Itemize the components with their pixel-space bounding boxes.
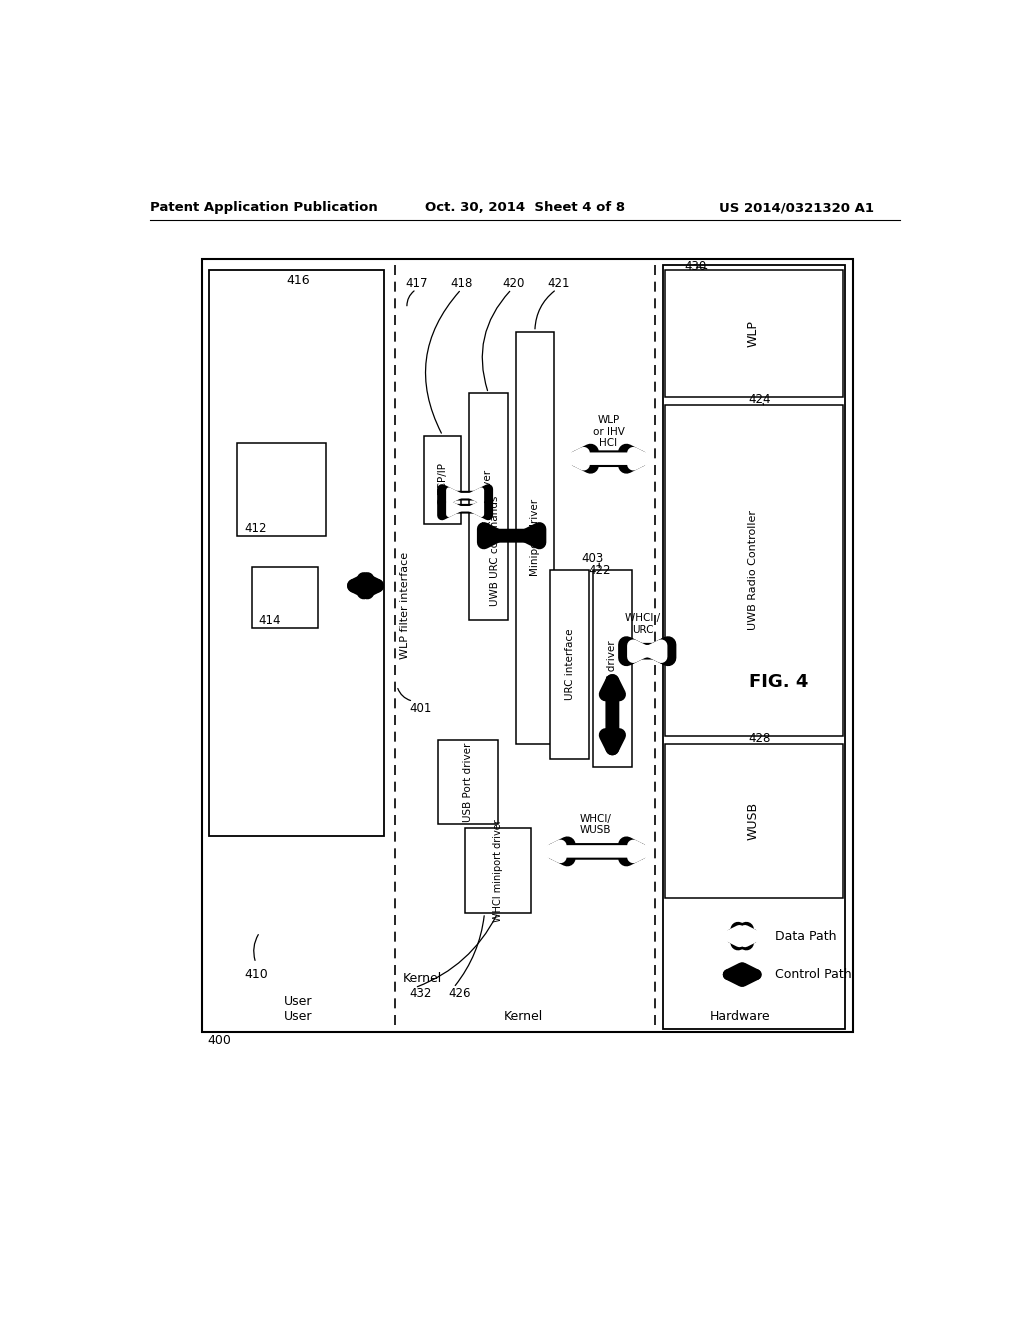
Bar — [209, 271, 384, 836]
Bar — [665, 271, 843, 397]
Text: Control Path: Control Path — [775, 968, 852, 981]
Text: 417: 417 — [406, 277, 428, 289]
Text: MUX IM Driver: MUX IM Driver — [483, 470, 494, 544]
Bar — [663, 264, 845, 1028]
Text: 410: 410 — [244, 968, 267, 981]
Text: 422: 422 — [589, 564, 611, 577]
Text: Kernel: Kernel — [504, 1010, 543, 1023]
Text: 426: 426 — [449, 987, 471, 1001]
Bar — [550, 570, 589, 759]
Text: TCP/IP: TCP/IP — [437, 463, 447, 495]
Bar — [252, 566, 317, 628]
Text: Patent Application Publication: Patent Application Publication — [150, 201, 378, 214]
Text: WLP
or IHV
HCI: WLP or IHV HCI — [593, 416, 625, 449]
Text: 432: 432 — [410, 987, 432, 1001]
Text: Miniport driver: Miniport driver — [529, 499, 540, 576]
Text: 401: 401 — [410, 702, 432, 715]
Text: WHCI/
WUSB: WHCI/ WUSB — [580, 813, 611, 836]
Bar — [515, 331, 554, 743]
Text: Oct. 30, 2014  Sheet 4 of 8: Oct. 30, 2014 Sheet 4 of 8 — [425, 201, 625, 214]
Text: Data Path: Data Path — [775, 929, 837, 942]
Bar — [593, 570, 632, 767]
Text: WHCI /
URC: WHCI / URC — [625, 614, 660, 635]
Text: URC driver: URC driver — [607, 640, 617, 696]
Text: URC interface: URC interface — [565, 628, 574, 700]
Text: 423: 423 — [632, 644, 653, 657]
Bar — [237, 444, 326, 536]
Text: FIG. 4: FIG. 4 — [750, 673, 809, 690]
Text: WHCI miniport driver: WHCI miniport driver — [493, 820, 503, 923]
Text: WLP: WLP — [746, 319, 760, 347]
Text: 424: 424 — [748, 393, 770, 407]
Bar — [465, 829, 531, 913]
Text: US 2014/0321320 A1: US 2014/0321320 A1 — [719, 201, 873, 214]
Bar — [202, 259, 853, 1032]
Text: User: User — [285, 995, 312, 1008]
Text: 414: 414 — [259, 614, 281, 627]
Text: 403: 403 — [582, 552, 604, 565]
Bar — [438, 739, 499, 825]
Text: WUSB: WUSB — [746, 801, 760, 840]
Text: 430: 430 — [684, 260, 707, 273]
Text: UWB Radio Controller: UWB Radio Controller — [749, 511, 759, 631]
Bar — [424, 436, 461, 524]
Text: WLP filter interface: WLP filter interface — [400, 552, 411, 659]
Text: 421: 421 — [547, 277, 569, 289]
Bar — [665, 743, 843, 898]
Bar — [665, 405, 843, 737]
Text: USB Port driver: USB Port driver — [463, 742, 473, 822]
Text: UWB URC commands: UWB URC commands — [490, 496, 501, 606]
Text: User: User — [285, 1010, 312, 1023]
Text: Hardware: Hardware — [710, 1010, 771, 1023]
Text: 416: 416 — [287, 273, 310, 286]
Text: 400: 400 — [208, 1034, 231, 1047]
Text: 420: 420 — [503, 277, 525, 289]
Bar — [469, 393, 508, 620]
Text: 418: 418 — [451, 277, 472, 289]
Text: 428: 428 — [748, 733, 770, 746]
Text: Kernel: Kernel — [403, 972, 442, 985]
Text: 412: 412 — [245, 521, 267, 535]
